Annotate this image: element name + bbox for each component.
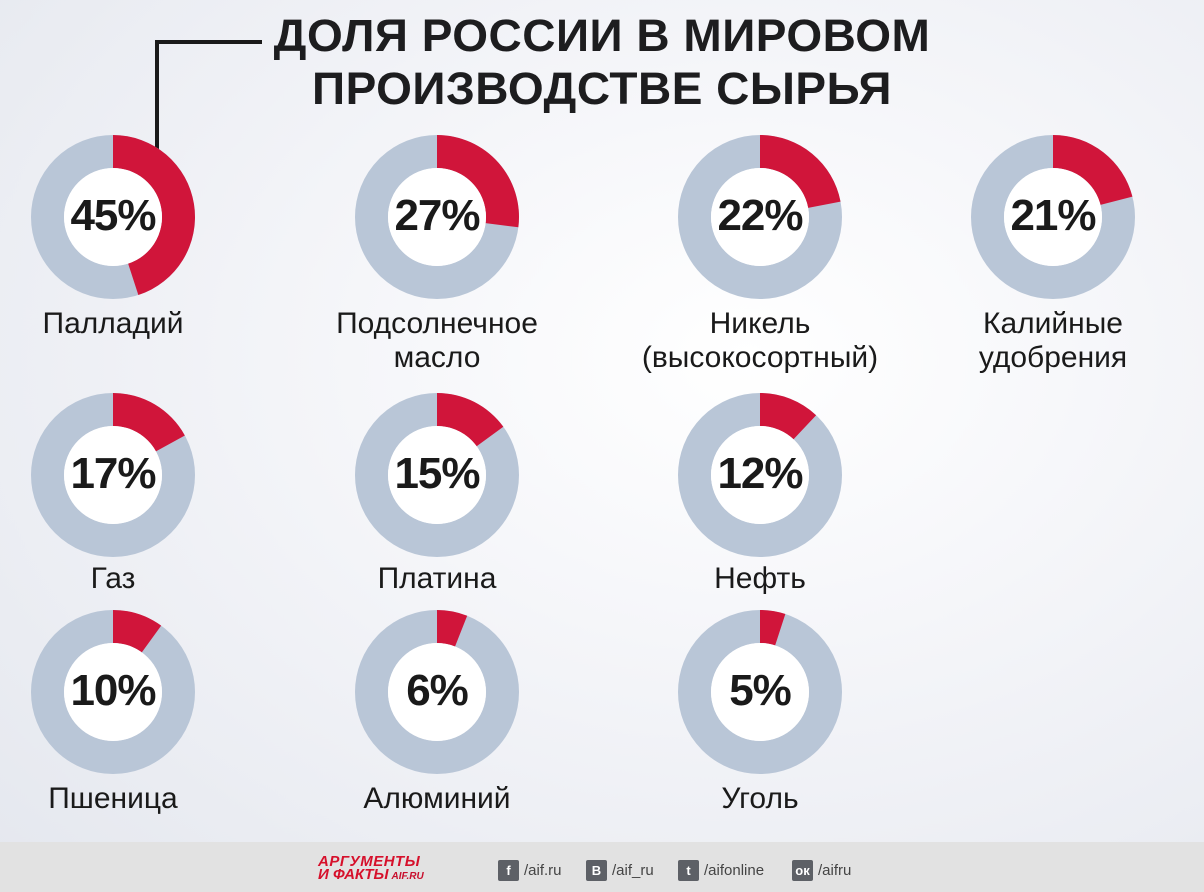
social-handle: /aif_ru — [612, 861, 654, 879]
donut-category-label: Никель (высокосортный) — [600, 307, 920, 375]
donut-center — [64, 426, 162, 524]
donut-category-label-line: Платина — [377, 562, 497, 595]
donut-category-label-line: Нефть — [714, 562, 806, 595]
donut-category-label-line: масло — [393, 341, 481, 374]
chart-title: ДОЛЯ РОССИИ В МИРОВОМ ПРОИЗВОДСТВЕ СЫРЬЯ — [262, 9, 942, 115]
donut-share-slice — [113, 610, 162, 653]
donut-category-label: Уголь — [600, 782, 920, 816]
donut-category-label-line: Алюминий — [363, 782, 511, 815]
donut-category-label-line: Пшеница — [48, 782, 178, 815]
donut-value-label: 15% — [394, 449, 480, 498]
donut-category-label-line: Никель — [709, 307, 811, 340]
social-handle: /aif.ru — [524, 861, 562, 879]
donut-center — [711, 168, 809, 266]
chart-title-line-1: ДОЛЯ РОССИИ В МИРОВОМ — [273, 10, 931, 62]
donut-value-label: 6% — [406, 666, 469, 715]
brand-line-2: И ФАКТЫ — [318, 866, 389, 883]
donut-category-label: Платина — [277, 562, 597, 596]
donut-center — [388, 643, 486, 741]
donut-center — [711, 426, 809, 524]
twitter-icon: t — [678, 859, 699, 881]
odnoklassniki-icon: ок — [792, 859, 813, 881]
donut-value-label: 5% — [729, 666, 792, 715]
donut-share-slice — [760, 610, 786, 646]
donut-center — [64, 643, 162, 741]
donut-share-slice — [1053, 135, 1133, 205]
donut-value-label: 10% — [70, 666, 156, 715]
donut-category-label-line: Калийные — [983, 307, 1123, 340]
donut-value-label: 17% — [70, 449, 156, 498]
donut-category-label-line: удобрения — [978, 341, 1128, 374]
donut-share-slice — [760, 135, 841, 208]
donut-center — [711, 643, 809, 741]
donut-category-label: Нефть — [600, 562, 920, 596]
donut-category-label: Газ — [0, 562, 273, 596]
donut-category-label-line: Уголь — [721, 782, 799, 815]
social-facebook-link[interactable]: f /aif.ru — [498, 859, 562, 881]
donut-center — [1004, 168, 1102, 266]
vk-icon: В — [586, 859, 607, 881]
donut-value-label: 45% — [70, 191, 156, 240]
brand-line-1: АРГУМЕНТЫ — [318, 853, 421, 870]
donut-share-slice — [437, 135, 519, 228]
donut-center — [388, 426, 486, 524]
donut-value-label: 12% — [717, 449, 803, 498]
donut-value-label: 22% — [717, 191, 803, 240]
social-vk-link[interactable]: В /aif_ru — [586, 859, 654, 881]
brand-logo[interactable]: АРГУМЕНТЫ И ФАКТЫ AIF.RU — [318, 853, 450, 885]
donut-share-slice — [437, 393, 504, 447]
donut-category-label: Палладий — [0, 307, 273, 341]
donut-category-label: Пшеница — [0, 782, 273, 816]
social-odnoklassniki-link[interactable]: ок /aifru — [792, 859, 851, 881]
donut-value-label: 27% — [394, 191, 480, 240]
social-handle: /aifru — [818, 861, 852, 879]
donut-share-slice — [113, 135, 195, 295]
donut-center — [388, 168, 486, 266]
brand-site: AIF.RU — [391, 871, 424, 882]
donut-category-label: Алюминий — [277, 782, 597, 816]
donut-category-label-line: Подсолнечное — [336, 307, 538, 340]
donut-category-label: Калийные удобрения — [893, 307, 1204, 375]
donut-value-label: 21% — [1010, 191, 1096, 240]
donut-share-slice — [760, 393, 817, 440]
facebook-icon: f — [498, 859, 519, 881]
social-handle: /aifonline — [704, 861, 765, 879]
donut-category-label: Подсолнечное масло — [277, 307, 597, 375]
social-twitter-link[interactable]: t /aifonline — [678, 859, 764, 881]
donut-share-slice — [437, 610, 468, 647]
donut-category-label-line: Газ — [90, 562, 136, 595]
chart-title-line-2: ПРОИЗВОДСТВЕ СЫРЬЯ — [312, 62, 892, 114]
donut-center — [64, 168, 162, 266]
donut-category-label-line: Палладий — [42, 307, 184, 340]
donut-category-label-line: (высокосортный) — [641, 341, 879, 374]
donut-share-slice — [113, 393, 185, 452]
